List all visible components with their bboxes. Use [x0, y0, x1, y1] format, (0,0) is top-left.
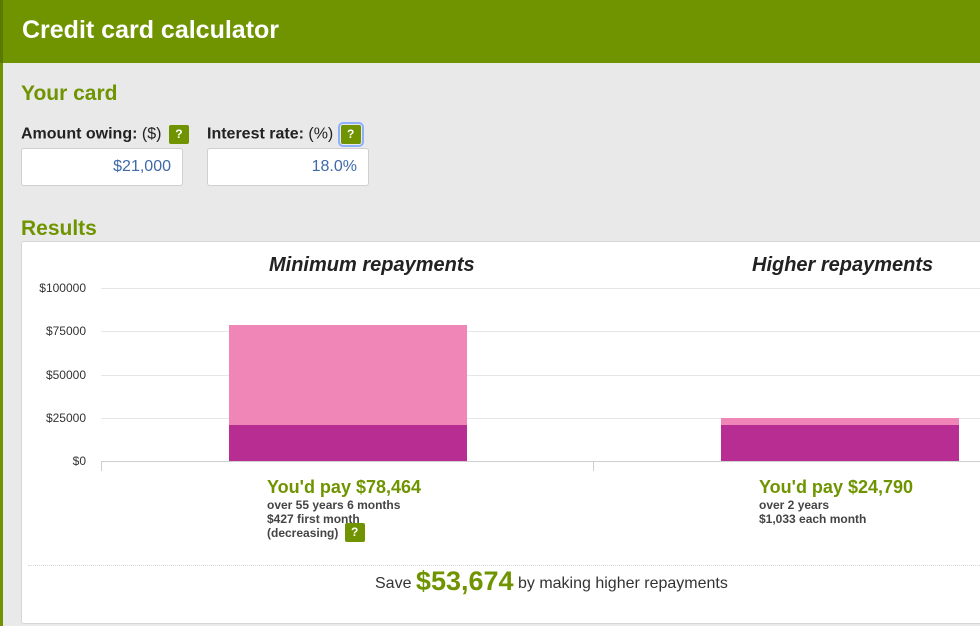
- y-tick-label: $100000: [39, 281, 86, 295]
- amount-unit: ($): [141, 125, 162, 143]
- gridline: [101, 288, 980, 289]
- gridline: [101, 374, 980, 376]
- higher-duration: over 2 years: [759, 498, 830, 512]
- y-tick-label: $0: [72, 454, 86, 468]
- your-card-heading: Your card: [21, 82, 118, 105]
- bar-segment: [229, 325, 467, 425]
- results-divider: [28, 565, 980, 566]
- rate-label-text: Interest rate:: [207, 125, 304, 143]
- gridline: [101, 417, 980, 419]
- minimum-first-month: $427 first month: [267, 512, 360, 526]
- save-amount: $53,674: [415, 566, 514, 596]
- minimum-total-pay: You'd pay $78,464: [267, 477, 422, 497]
- y-tick-label: $50000: [45, 367, 86, 382]
- higher-details: over 2 years $1,033 each month: [759, 498, 866, 526]
- savings-summary: Save $53,674 by making higher repayments: [375, 566, 728, 597]
- higher-total-pay: You'd pay $24,790: [759, 477, 914, 497]
- minimum-decreasing-row: (decreasing) ?: [267, 523, 400, 542]
- minimum-details: over 55 years 6 months $427 first month …: [267, 498, 400, 542]
- minimum-duration: over 55 years 6 months: [267, 498, 401, 512]
- results-heading: Results: [21, 217, 97, 240]
- rate-unit: (%): [308, 125, 334, 143]
- amount-owing-input[interactable]: $21,000: [21, 148, 183, 186]
- minimum-decreasing-note: (decreasing): [267, 526, 339, 541]
- higher-monthly: $1,033 each month: [759, 512, 867, 526]
- y-tick-label: $75000: [45, 324, 86, 339]
- x-axis-tick: [593, 461, 594, 471]
- interest-rate-input[interactable]: 18.0%: [207, 148, 369, 186]
- save-prefix: Save: [375, 575, 412, 592]
- y-tick-label: $25000: [45, 410, 86, 425]
- higher-repayments-title: Higher repayments: [752, 254, 934, 276]
- bar-segment: [721, 418, 959, 425]
- amount-label-text: Amount owing:: [21, 125, 138, 143]
- x-axis-tick: [101, 461, 102, 471]
- minimum-help-icon[interactable]: ?: [344, 523, 365, 542]
- page-title: Credit card calculator: [22, 16, 280, 44]
- x-axis: [101, 461, 980, 462]
- amount-help-icon[interactable]: ?: [168, 125, 189, 144]
- left-accent-bar: [0, 63, 3, 626]
- app-header: Credit card calculator: [0, 0, 980, 63]
- gridline: [101, 331, 980, 333]
- minimum-repayments-title: Minimum repayments: [269, 254, 475, 276]
- save-suffix: by making higher repayments: [517, 575, 728, 592]
- amount-owing-label: Amount owing: ($) ?: [21, 125, 189, 144]
- bar-segment: [229, 424, 467, 461]
- interest-rate-label: Interest rate: (%) ?: [207, 122, 364, 147]
- rate-help-icon[interactable]: ?: [337, 122, 364, 147]
- bar-segment: [721, 424, 959, 461]
